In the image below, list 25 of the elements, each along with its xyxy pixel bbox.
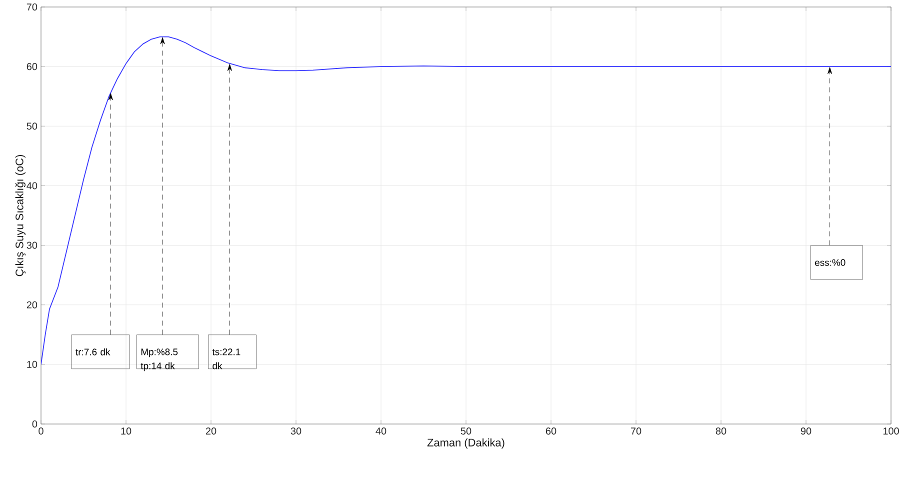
x-tick-label: 0: [38, 428, 44, 435]
x-tick-label: 90: [800, 428, 812, 435]
x-axis-title: Zaman (Dakika): [427, 438, 504, 449]
y-tick-label: 40: [26, 182, 38, 190]
x-tick-label: 40: [376, 428, 386, 435]
y-tick-label: 60: [26, 63, 38, 70]
y-axis-title: Çıkış Suyu Sıcaklığı (oC): [15, 154, 26, 276]
x-tick-label: 20: [206, 428, 216, 435]
y-tick-label: 0: [32, 420, 38, 428]
annotation: ess:%0: [815, 259, 846, 266]
x-tick-label: 50: [460, 428, 472, 435]
y-tick-label: 70: [26, 3, 38, 11]
annotation: tr:7.6 dk: [76, 348, 110, 356]
y-tick-label: 50: [26, 122, 38, 130]
x-tick-label: 30: [290, 428, 302, 435]
x-tick-label: 70: [630, 428, 642, 435]
y-tick-label: 20: [26, 301, 38, 308]
y-tick-label: 30: [26, 242, 38, 249]
x-tick-label: 100: [883, 428, 899, 435]
y-tick-label: 10: [27, 360, 38, 368]
x-tick-label: 60: [546, 428, 556, 435]
x-tick-label: 10: [121, 428, 132, 435]
annotation: ts:22.1 dk: [212, 348, 240, 370]
annotation: Mp:%8.5 tp:14 dk: [140, 348, 178, 372]
x-tick-label: 80: [716, 428, 726, 435]
